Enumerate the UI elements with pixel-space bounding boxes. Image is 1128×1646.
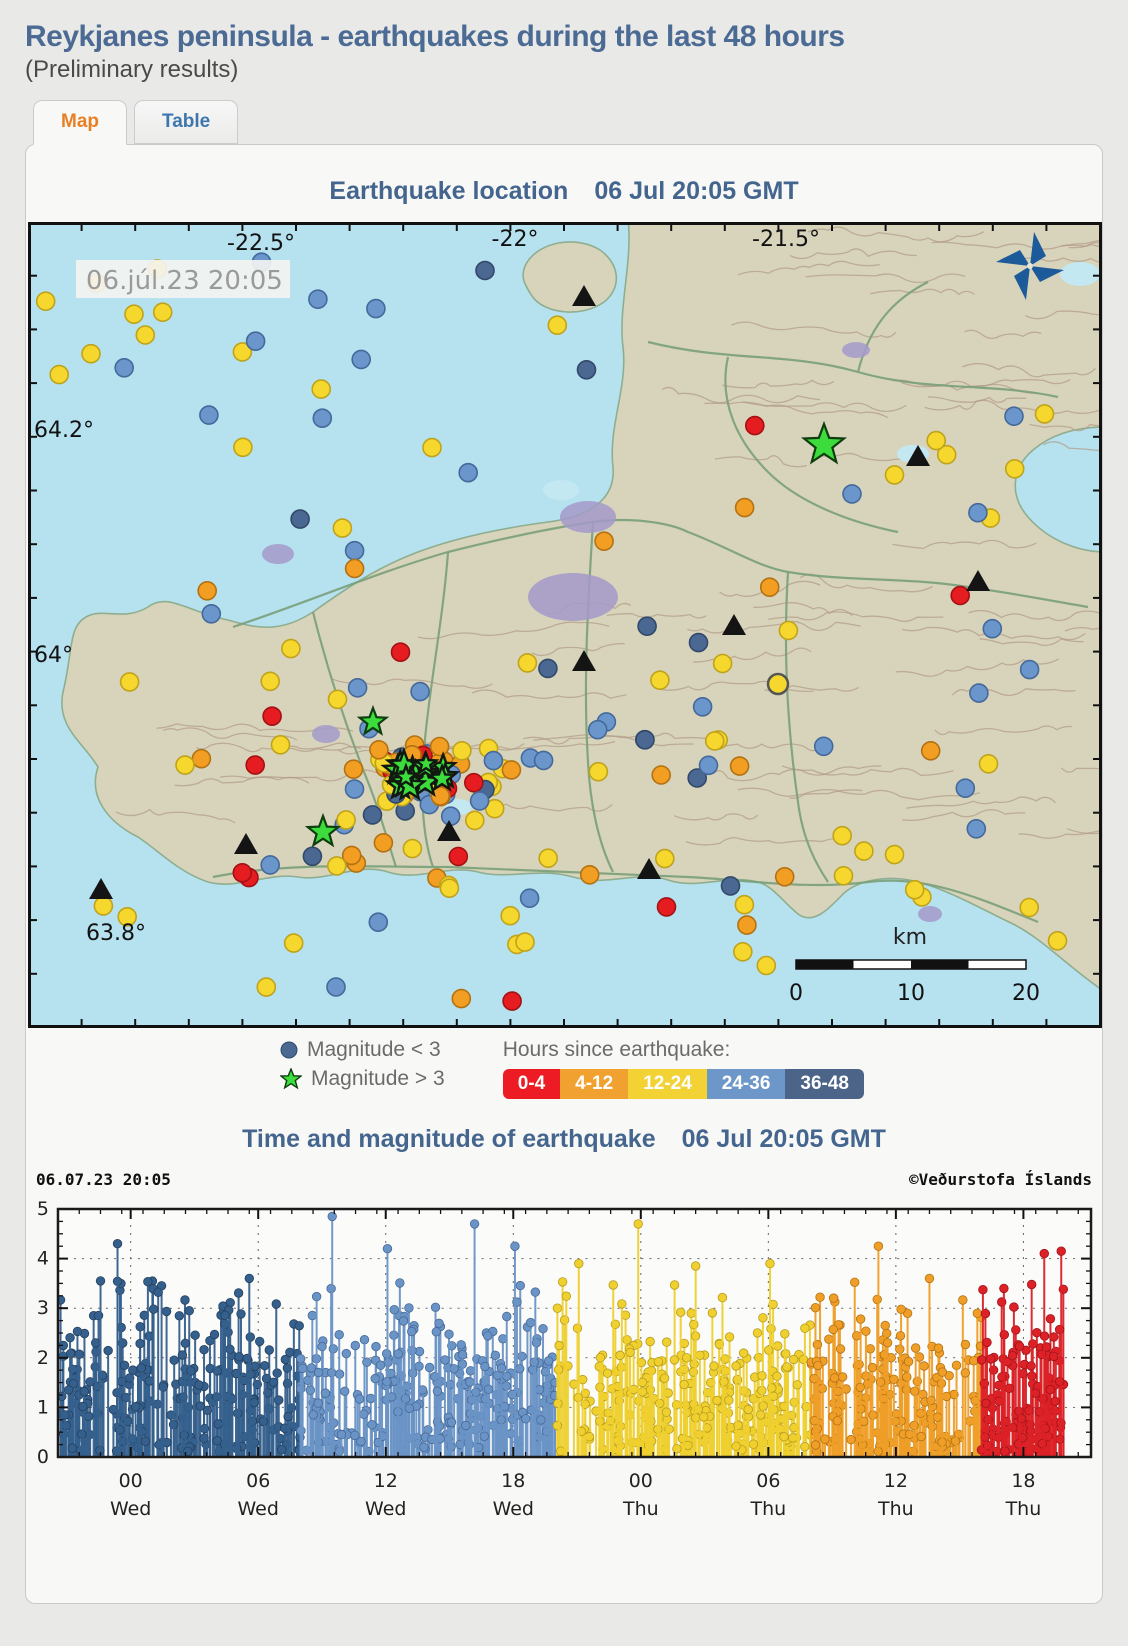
svg-text:Thu: Thu: [1005, 1498, 1042, 1520]
island: [522, 241, 618, 313]
page-title: Reykjanes peninsula - earthquakes during…: [25, 20, 845, 53]
magnitude-large-icon: [280, 1068, 302, 1090]
chart-copyright: ©Veðurstofa Íslands: [908, 1170, 1092, 1189]
tab-table[interactable]: Table: [134, 100, 239, 144]
map-heading: Earthquake location 06 Jul 20:05 GMT: [28, 177, 1100, 206]
svg-text:5: 5: [37, 1198, 49, 1220]
age-bucket-12-24: 12-24: [628, 1069, 707, 1099]
magnitude-chart-svg: 01234500Wed06Wed12Wed18Wed00Thu06Thu12Th…: [37, 1198, 1093, 1520]
datebox-label: 06.júl.23 20:05: [86, 266, 283, 296]
page-subtitle: (Preliminary results): [25, 56, 239, 83]
terrain-decor: [115, 226, 1100, 924]
svg-text:00: 00: [629, 1470, 653, 1492]
lon-label: -21.5°: [752, 227, 820, 252]
map-heading-text: Earthquake location: [329, 177, 569, 205]
scale-unit-label: km: [893, 925, 927, 950]
svg-text:0: 0: [37, 1446, 49, 1468]
map-heading-time: 06 Jul 20:05 GMT: [594, 177, 799, 205]
legend-hours-label: Hours since earthquake:: [502, 1038, 731, 1061]
scale-bar: km 0 10 20: [789, 925, 1040, 1006]
chart-heading-time: 06 Jul 20:05 GMT: [681, 1125, 886, 1153]
earthquake-map-svg: 06.júl.23 20:05 -22.5° -22° -21.5° 64.2°…: [28, 222, 1102, 1028]
svg-text:3: 3: [37, 1297, 49, 1319]
tab-bar: Map Table: [25, 100, 1103, 145]
svg-text:06: 06: [756, 1470, 780, 1492]
svg-text:Wed: Wed: [238, 1498, 279, 1520]
svg-text:18: 18: [1011, 1470, 1035, 1492]
earthquake-stars: [304, 420, 848, 848]
map-legend: Magnitude < 3 Magnitude > 3 Hours since …: [28, 1028, 1100, 1099]
earthquake-map: 06.júl.23 20:05 -22.5° -22° -21.5° 64.2°…: [28, 222, 1102, 1028]
magnitude-small-icon: [280, 1041, 298, 1059]
svg-text:12: 12: [374, 1470, 398, 1492]
chart-timestamp: 06.07.23 20:05: [36, 1170, 171, 1189]
compass-icon: [996, 232, 1064, 300]
age-bucket-bar: 0-4 4-12 12-24 24-36 36-48: [502, 1069, 865, 1099]
age-bucket-36-48: 36-48: [785, 1069, 865, 1099]
svg-text:Wed: Wed: [110, 1498, 151, 1520]
age-bucket-24-36: 24-36: [706, 1069, 786, 1099]
svg-text:Thu: Thu: [877, 1498, 914, 1520]
legend-mag-lt3-label: Magnitude < 3: [307, 1038, 441, 1061]
svg-text:Thu: Thu: [750, 1498, 787, 1520]
map-frame: [28, 222, 1102, 1028]
chart-points: [58, 1211, 1069, 1456]
svg-text:2: 2: [37, 1347, 49, 1369]
svg-text:00: 00: [119, 1470, 143, 1492]
lat-label: 63.8°: [86, 921, 146, 946]
svg-text:06: 06: [246, 1470, 270, 1492]
magnitude-chart: 0 1 2 3 4 5 00 Wed 06 Wed 12 Wed 18 Wed 00 Thu 06 Thu 12 Th…: [28, 1195, 1102, 1545]
chart-header: 06.07.23 20:05 ©Veðurstofa Íslands: [36, 1170, 1092, 1189]
scale-tick: 10: [897, 981, 925, 1006]
svg-text:4: 4: [37, 1248, 49, 1270]
chart-heading-text: Time and magnitude of earthquake: [242, 1125, 656, 1153]
lat-label: 64°: [34, 643, 73, 668]
svg-text:1: 1: [37, 1396, 49, 1418]
chart-y-labels: 0 1 2 3 4 5: [37, 1198, 49, 1468]
scale-tick: 0: [789, 981, 803, 1006]
age-bucket-4-12: 4-12: [560, 1069, 629, 1099]
content-panel: Earthquake location 06 Jul 20:05 GMT: [25, 144, 1103, 1604]
scale-tick: 20: [1012, 981, 1040, 1006]
lon-label: -22°: [492, 227, 539, 252]
svg-text:Wed: Wed: [493, 1498, 534, 1520]
lat-label: 64.2°: [34, 418, 94, 443]
svg-text:Wed: Wed: [365, 1498, 406, 1520]
lon-label: -22.5°: [227, 231, 295, 256]
graticule-labels: -22.5° -22° -21.5° 64.2° 64° 63.8°: [34, 227, 820, 946]
legend-mag-gt3-label: Magnitude > 3: [311, 1067, 445, 1090]
chart-x-labels: 00 Wed 06 Wed 12 Wed 18 Wed 00 Thu 06 Thu 12 Thu 18 Thu: [110, 1470, 1041, 1520]
age-bucket-0-4: 0-4: [502, 1069, 561, 1099]
lava-fields: [262, 342, 942, 922]
tab-map[interactable]: Map: [33, 100, 127, 145]
chart-heading: Time and magnitude of earthquake 06 Jul 2…: [28, 1125, 1100, 1154]
svg-text:12: 12: [884, 1470, 908, 1492]
svg-text:Thu: Thu: [622, 1498, 659, 1520]
landmass: [61, 224, 1100, 990]
seismic-stations: [89, 285, 990, 899]
datebox: [76, 260, 290, 298]
svg-text:18: 18: [501, 1470, 525, 1492]
